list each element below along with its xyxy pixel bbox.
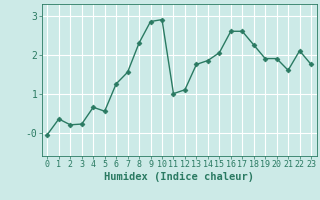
- X-axis label: Humidex (Indice chaleur): Humidex (Indice chaleur): [104, 172, 254, 182]
